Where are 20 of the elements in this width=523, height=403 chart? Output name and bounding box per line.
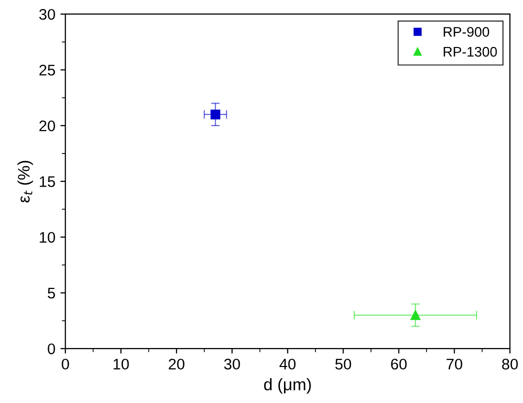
y-tick-label: 0 — [48, 343, 56, 354]
x-tick-label: 60 — [391, 358, 407, 370]
x-tick-label: 10 — [114, 358, 129, 370]
x-tick-label: 20 — [168, 358, 184, 370]
y-tick-label: 25 — [39, 64, 56, 76]
x-tick-label: 30 — [224, 358, 240, 370]
legend-label: RP-1300 — [444, 46, 497, 57]
legend-label: RP-900 — [444, 26, 490, 37]
x-tick-label: 50 — [335, 358, 352, 370]
y-tick-label: 15 — [40, 176, 56, 188]
y-axis-title: ε$_{t}$ (%) — [17, 160, 33, 202]
y-tick-label: 20 — [39, 120, 56, 132]
x-tick-label: 80 — [502, 358, 518, 370]
x-tick-label: 0 — [62, 358, 70, 370]
x-axis-title: d (μm) — [264, 378, 311, 394]
x-tick-label: 40 — [280, 358, 296, 370]
y-tick-label: 30 — [39, 8, 56, 20]
y-tick-label: 10 — [40, 232, 56, 243]
x-tick-label: 70 — [446, 358, 462, 370]
y-tick-label: 5 — [48, 288, 56, 299]
